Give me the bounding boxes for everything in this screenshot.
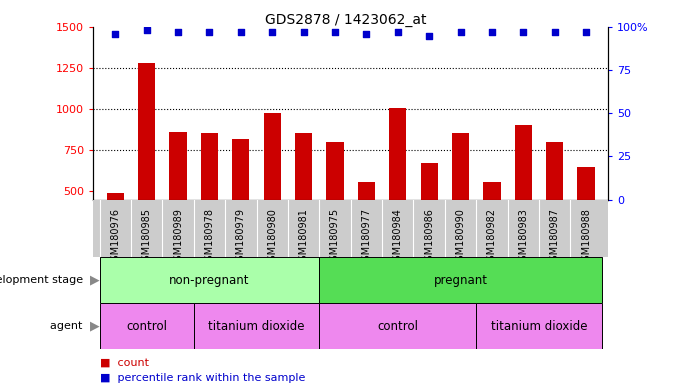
Point <box>110 31 121 37</box>
Point <box>298 29 309 35</box>
Text: ▶: ▶ <box>90 274 100 287</box>
Text: non-pregnant: non-pregnant <box>169 274 249 287</box>
Point <box>173 29 184 35</box>
Text: pregnant: pregnant <box>433 274 488 287</box>
Text: ■  count: ■ count <box>100 358 149 368</box>
Text: ▶: ▶ <box>90 320 100 333</box>
Text: control: control <box>126 320 167 333</box>
Bar <box>138 63 155 200</box>
Text: titanium dioxide: titanium dioxide <box>491 320 587 333</box>
Text: titanium dioxide: titanium dioxide <box>208 320 305 333</box>
Point <box>455 29 466 35</box>
Bar <box>452 133 469 200</box>
Text: GSM180979: GSM180979 <box>236 208 246 267</box>
Bar <box>578 167 595 200</box>
Text: GSM180988: GSM180988 <box>581 208 591 267</box>
Bar <box>201 133 218 200</box>
Bar <box>106 193 124 200</box>
Text: GSM180985: GSM180985 <box>142 208 151 267</box>
Bar <box>295 133 312 200</box>
Text: control: control <box>377 320 418 333</box>
Bar <box>358 182 375 200</box>
Text: GSM180981: GSM180981 <box>299 208 309 267</box>
Text: GSM180975: GSM180975 <box>330 208 340 267</box>
Text: GSM180980: GSM180980 <box>267 208 277 267</box>
Point <box>424 33 435 39</box>
Text: GSM180984: GSM180984 <box>392 208 403 267</box>
Text: agent: agent <box>50 321 86 331</box>
Text: GSM180976: GSM180976 <box>111 208 120 267</box>
Bar <box>483 182 500 200</box>
Text: GSM180986: GSM180986 <box>424 208 434 267</box>
Text: GSM180987: GSM180987 <box>550 208 560 267</box>
Bar <box>476 303 602 349</box>
Text: GSM180982: GSM180982 <box>487 208 497 267</box>
Text: GSM180983: GSM180983 <box>518 208 529 267</box>
Point <box>486 29 498 35</box>
Bar <box>319 303 476 349</box>
Text: GSM180990: GSM180990 <box>455 208 466 267</box>
Point <box>549 29 560 35</box>
Bar <box>319 257 602 303</box>
Bar <box>515 125 532 200</box>
Bar <box>421 164 438 200</box>
Bar <box>100 257 319 303</box>
Point <box>204 29 215 35</box>
Point <box>580 29 591 35</box>
Bar <box>232 139 249 200</box>
Bar <box>193 303 319 349</box>
Bar <box>326 142 343 200</box>
Bar <box>100 303 193 349</box>
Point <box>236 29 247 35</box>
Bar <box>546 142 563 200</box>
Text: GSM180977: GSM180977 <box>361 208 371 267</box>
Text: development stage: development stage <box>0 275 86 285</box>
Text: GSM180989: GSM180989 <box>173 208 183 267</box>
Point <box>330 29 341 35</box>
Point <box>518 29 529 35</box>
Point <box>361 31 372 37</box>
Point <box>267 29 278 35</box>
Text: GDS2878 / 1423062_at: GDS2878 / 1423062_at <box>265 13 426 27</box>
Text: GSM180978: GSM180978 <box>205 208 214 267</box>
Bar <box>263 113 281 200</box>
Text: ■  percentile rank within the sample: ■ percentile rank within the sample <box>100 373 305 383</box>
Point <box>392 29 404 35</box>
Bar <box>389 108 406 200</box>
Bar <box>169 132 187 200</box>
Point <box>141 27 152 33</box>
